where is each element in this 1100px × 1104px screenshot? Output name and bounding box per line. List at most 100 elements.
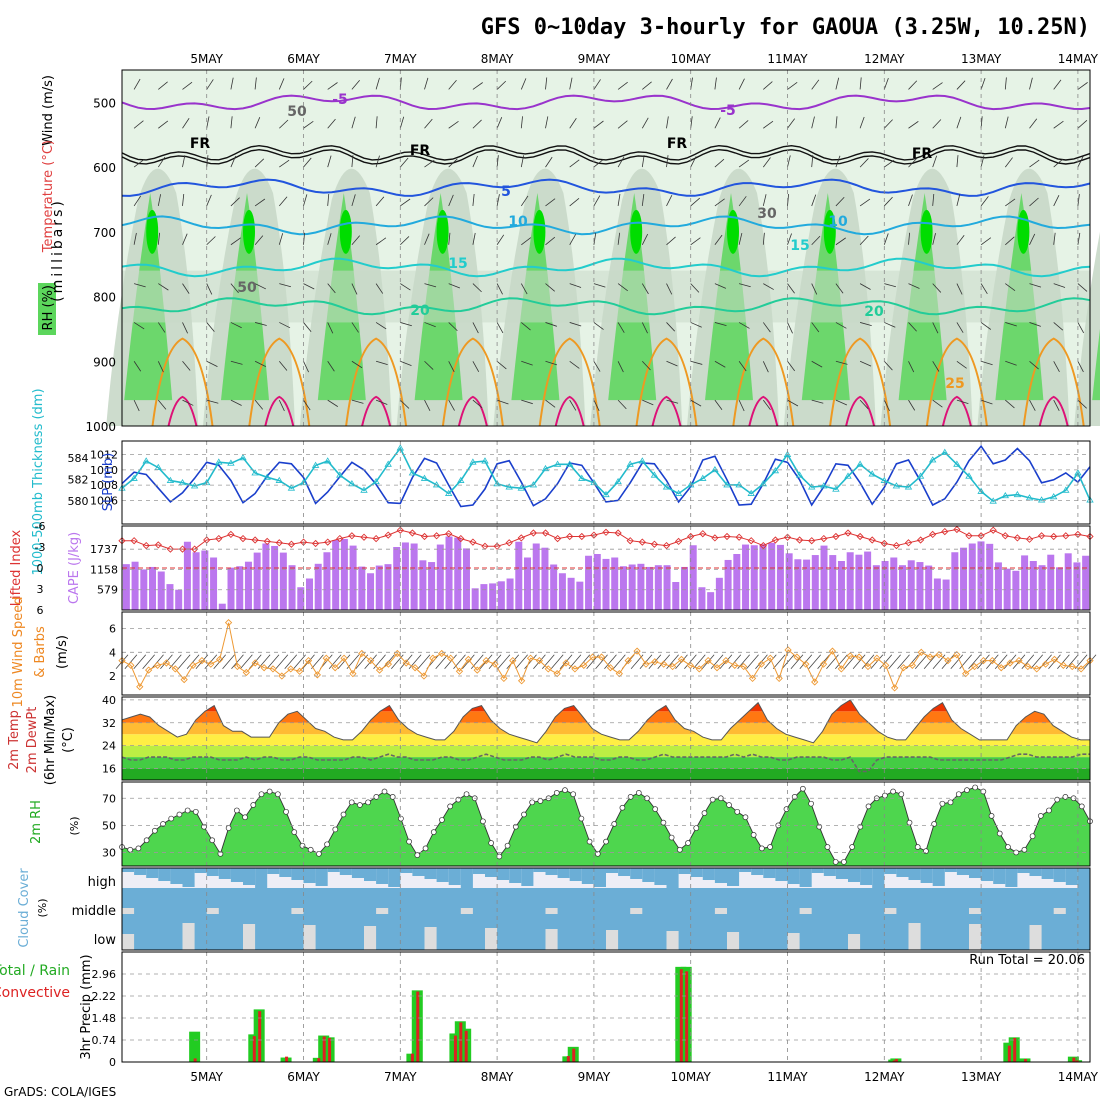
- thickness-point: [795, 471, 804, 478]
- isotherm-30-dome: [748, 395, 779, 427]
- thickness-point: [711, 465, 719, 473]
- wind-barb: [666, 399, 679, 404]
- cloud-high-cell: [412, 868, 425, 876]
- surface-wind-barb: [284, 654, 298, 670]
- panel-frame: [121, 525, 1091, 611]
- cape-bar: [689, 545, 697, 610]
- wind-speed-point: [837, 665, 845, 673]
- wind-speed-point: [624, 656, 632, 665]
- cape-bar: [829, 555, 837, 610]
- contour-label: FR: [912, 146, 933, 162]
- lifted-index-point: [977, 532, 985, 540]
- rh-point: [988, 813, 995, 819]
- wind-barb: [859, 283, 871, 290]
- thickness-point: [505, 483, 513, 490]
- thickness-point: [130, 474, 138, 481]
- wind-speed-point: [171, 665, 179, 673]
- wind-panel-label: (m/s): [55, 635, 70, 669]
- wind-speed-point: [1006, 659, 1014, 667]
- cape-bar: [567, 577, 575, 610]
- wind-barb: [472, 283, 482, 293]
- rh-plume: [1074, 231, 1100, 426]
- wind-barb: [787, 361, 796, 372]
- lifted-index-point: [880, 539, 888, 548]
- wind-speed-point: [295, 667, 304, 675]
- wind-barb: [545, 360, 558, 366]
- cape-bar: [428, 562, 436, 610]
- cloud-mid-gap: [460, 908, 473, 914]
- surface-wind-barb: [941, 654, 955, 670]
- wind-barb: [1005, 283, 1016, 291]
- wind-barb: [787, 155, 791, 168]
- thickness-point: [953, 460, 961, 467]
- wind-barb: [932, 361, 940, 372]
- wind-barb: [448, 121, 459, 129]
- pressure-tick: 500: [93, 96, 116, 110]
- wind-barb: [811, 283, 818, 295]
- cape-bar: [680, 566, 688, 610]
- thickness-point: [759, 480, 768, 487]
- wind-barb: [206, 399, 219, 404]
- cloud-mid-gap: [545, 908, 558, 914]
- wind-speed-point: [873, 654, 881, 662]
- cape-bar: [637, 563, 645, 610]
- wind-barb: [1005, 399, 1015, 409]
- wind-barb: [908, 283, 920, 289]
- wind-barb: [230, 155, 236, 168]
- cape-bar: [375, 565, 383, 610]
- wind-barb: [133, 120, 144, 129]
- precip-total-bar: [189, 1031, 201, 1062]
- cloud-high-cell: [727, 868, 740, 886]
- rh-point: [332, 826, 339, 833]
- rh-saturated-core: [339, 209, 352, 254]
- wind-barb: [303, 120, 314, 129]
- wind-barb: [472, 361, 480, 372]
- temp-tick: 16: [102, 763, 116, 776]
- thickness-point: [856, 460, 864, 467]
- surface-wind-barb: [240, 654, 253, 670]
- wind-speed-point: [367, 656, 375, 665]
- wind-barb: [738, 159, 750, 168]
- lifted-index-point: [517, 534, 525, 542]
- cloud-high-cell: [799, 868, 812, 887]
- precip-convective-bar: [1075, 1060, 1079, 1062]
- lifted-index-point: [469, 538, 477, 546]
- cape-bar: [445, 536, 453, 610]
- rh-point: [299, 842, 306, 849]
- precip-convective-bar: [328, 1037, 332, 1062]
- surface-wind-barb: [435, 654, 449, 670]
- thickness-point: [650, 471, 659, 478]
- temp-color-band: [122, 768, 1090, 780]
- lifted-index-point: [372, 534, 380, 543]
- wind-barb: [642, 81, 652, 90]
- cloud-high-cell: [581, 868, 594, 884]
- rh-saturated-core: [146, 209, 159, 254]
- cape-bar: [794, 559, 802, 610]
- cape-bar: [1038, 565, 1046, 610]
- pressure-tick: 1000: [85, 420, 116, 434]
- rh-point: [939, 800, 946, 807]
- wind-barb: [762, 399, 771, 410]
- wind-speed-point: [864, 662, 872, 671]
- cape-bar: [602, 558, 610, 610]
- rh-panel-label: 2m RH: [29, 800, 44, 844]
- surface-wind-barb: [470, 654, 484, 670]
- wind-barb: [496, 283, 503, 295]
- cloud-high-cell: [1053, 868, 1066, 882]
- wind-barb: [400, 399, 410, 409]
- thickness-point: [578, 474, 586, 481]
- thickness-tick: 584: [68, 452, 89, 465]
- lifted-index-point: [674, 537, 683, 546]
- lifted-index-point: [953, 525, 961, 534]
- lifted-index-point: [578, 532, 586, 541]
- surface-wind-barb: [1012, 654, 1026, 670]
- wind-barb: [1004, 77, 1007, 90]
- wind-barb: [206, 283, 213, 295]
- thickness-point: [783, 450, 792, 457]
- rh-point: [1078, 803, 1085, 810]
- wind-barb: [254, 322, 267, 326]
- wind-barb: [303, 157, 312, 168]
- rh-point: [389, 794, 396, 800]
- cape-bar: [515, 541, 523, 610]
- wind-barb: [617, 399, 627, 410]
